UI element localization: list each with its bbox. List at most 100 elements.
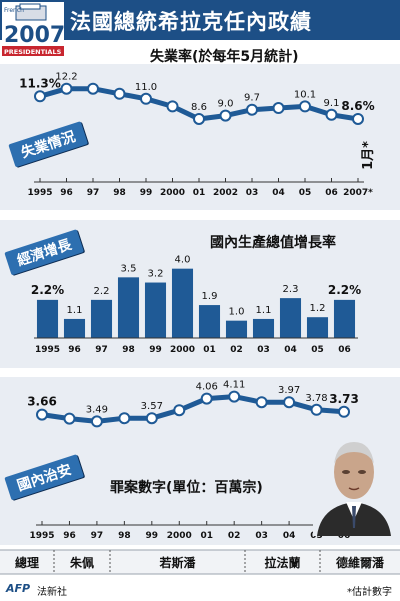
data-point [87,82,99,95]
x-tick-label: 01 [193,188,206,198]
afp-logo: AFP [6,582,31,595]
data-label: 2.2 [94,286,110,297]
data-point [338,405,350,418]
data-label: 2.2% [328,283,361,297]
election-logo: French 2007 PRESIDENTIALS [2,2,65,62]
x-tick-label: 96 [68,345,81,355]
pm-juppe: 朱佩 [69,555,94,570]
x-tick-label: 05 [299,188,312,198]
bar [333,299,356,338]
logo-small: French [4,7,24,14]
data-label: 4.0 [175,255,191,266]
estimate-note-january: 1月* [360,141,376,170]
data-point [118,412,131,425]
crime-chart: 1995 96 97 98 99 2000 01 02 03 04 05 06 3.66 3.49 3.57… [27,380,359,541]
gdp-panel: 2.2% 1995 1.1 96 2.2 97 3.5 98 3.2 99 4.0 2000 1.9 01… [0,220,400,368]
data-label: 11.0 [135,82,157,93]
data-label: 11.3% [19,76,61,90]
unemployment-chart-title: 失業率(於每年5月統計) [150,49,299,65]
x-tick-label: 2000 [167,531,192,541]
data-point [166,100,179,113]
pm-raffarin: 拉法蘭 [264,555,301,570]
x-tick-label: 99 [140,188,153,198]
x-tick-label: 98 [118,531,131,541]
bar [252,318,275,338]
logo-year: 2007 [4,23,64,48]
x-tick-label: 98 [122,345,135,355]
data-point [352,112,364,125]
x-tick-label: 03 [255,531,268,541]
ballot-box-icon: French 2007 PRESIDENTIALS [2,2,65,62]
data-label: 8.6% [341,99,374,113]
data-label: 3.5 [121,263,137,274]
data-label: 9.7 [244,93,260,104]
bar [306,317,329,338]
bar [279,298,302,338]
x-tick-label: 06 [338,345,351,355]
x-tick-label: 02 [230,345,243,355]
data-label: 3.57 [141,401,163,412]
data-point [145,412,158,425]
data-label: 3.49 [86,404,108,415]
x-tick-label: 04 [272,188,285,198]
x-tick-label: 05 [311,345,324,355]
data-label: 3.73 [329,392,359,406]
logo-tag: PRESIDENTIALS [4,48,62,56]
crime-chart-title: 罪案數字(單位：百萬宗) [110,480,263,496]
data-label: 3.66 [27,395,57,409]
x-tick-label: 97 [95,345,108,355]
x-tick-label: 1995 [29,531,54,541]
data-label: 4.11 [223,380,245,391]
x-tick-label: 1995 [27,188,52,198]
bar [63,318,86,338]
data-label: 9.0 [218,99,234,110]
data-label: 12.2 [55,72,77,83]
x-tick-label: 06 [338,531,351,541]
x-tick-label: 03 [257,345,270,355]
data-point [36,408,48,421]
unemployment-chart: 1995 96 97 98 99 2000 01 2002 03 04 05 06 2007* 11.3%… [19,72,374,198]
bar [225,320,248,338]
gdp-chart-title: 國內生產總值增長率 [210,235,336,251]
data-label: 4.06 [196,382,218,393]
data-point [34,90,46,103]
x-tick-label: 97 [87,188,100,198]
data-point [272,102,285,115]
x-tick-label: 04 [283,531,296,541]
bar [36,299,59,338]
agency-name: 法新社 [37,587,67,598]
data-point [173,404,186,417]
data-point [193,112,205,125]
data-point [219,109,232,122]
data-point [200,392,213,405]
data-label: 2.3 [283,284,299,295]
unemployment-panel: 1995 96 97 98 99 2000 01 2002 03 04 05 06 2007* 11.3%… [0,49,400,210]
pm-jospin: 若斯潘 [159,555,196,570]
bar [90,299,113,338]
x-tick-label: 99 [146,531,159,541]
x-tick-label: 03 [246,188,259,198]
x-tick-label: 2000 [160,188,185,198]
x-tick-label: 04 [284,345,297,355]
bar [171,268,194,338]
x-tick-label: 2002 [213,188,238,198]
data-point [140,92,152,105]
bar [117,277,140,338]
x-tick-label: 2000 [170,345,195,355]
data-point [255,396,268,409]
x-tick-label: 98 [113,188,126,198]
estimate-footnote: *估計數字 [347,587,392,598]
data-label: 3.2 [148,269,164,280]
data-point [283,396,296,409]
timeline-bar [0,549,400,575]
x-tick-label: 01 [203,345,216,355]
x-tick-label: 99 [149,345,162,355]
data-label: 1.1 [256,305,272,316]
data-point [60,82,73,95]
x-tick-label: 01 [200,531,213,541]
data-point [113,87,126,100]
x-tick-label: 02 [228,531,241,541]
x-tick-label: 96 [63,531,76,541]
page-title: 法國總統希拉克任內政績 [70,10,312,34]
